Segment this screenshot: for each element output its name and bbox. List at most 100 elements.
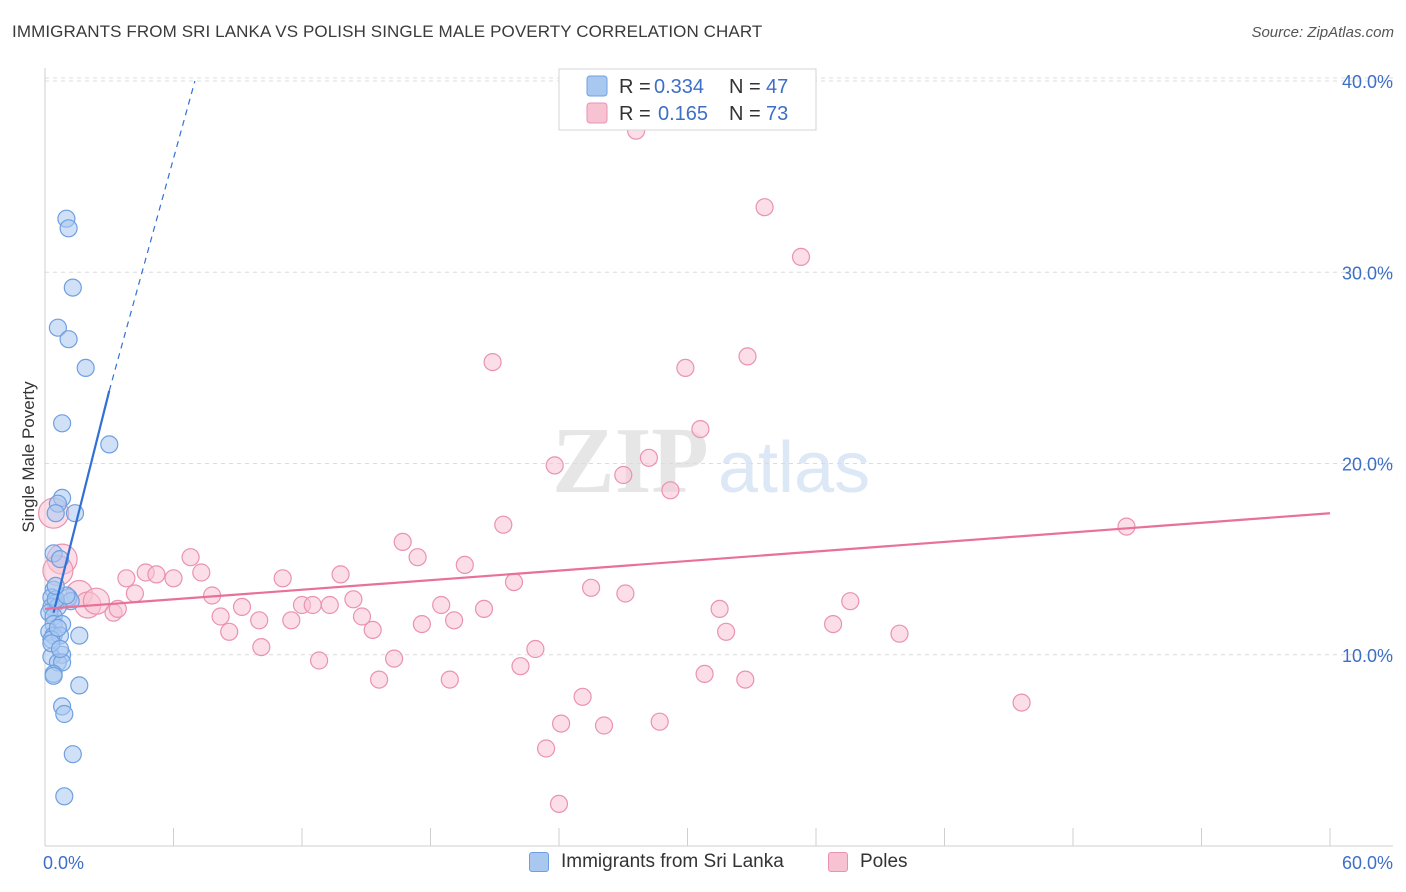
sri-lanka-point-4 <box>59 330 78 349</box>
x-tick-label-1: 60.0% <box>1342 853 1393 873</box>
sri-lanka-point-2 <box>63 278 82 297</box>
chart-source: Source: ZipAtlas.com <box>1251 24 1394 41</box>
trend-line-sri-lanka-extension <box>108 80 196 391</box>
trend-lines <box>44 80 1331 613</box>
poles-point-70 <box>549 794 569 814</box>
sri-lanka-point-7 <box>100 435 119 454</box>
poles-point-64 <box>1012 693 1031 712</box>
sri-lanka-point-5 <box>76 358 95 377</box>
poles-point-51 <box>890 624 909 643</box>
poles-point-9 <box>639 448 659 467</box>
poles-point-17 <box>181 548 200 567</box>
sri-lanka-point-3 <box>48 318 68 337</box>
legend-r-value-pink: 0.165 <box>658 103 708 125</box>
poles-point-40 <box>841 592 860 611</box>
sri-lanka-point-40 <box>55 787 74 806</box>
poles-point-15 <box>408 548 427 567</box>
poles-point-71 <box>1117 517 1136 536</box>
poles-point-16 <box>455 555 474 575</box>
sri-lanka-point-38 <box>55 704 74 724</box>
legend-swatch-poles <box>828 852 848 872</box>
legend-n-value-blue: 47 <box>766 76 788 98</box>
legend-item-poles: Poles <box>828 851 908 873</box>
series-legend: Immigrants from Sri Lanka Poles <box>0 851 1406 879</box>
poles-point-53 <box>363 620 382 640</box>
poles-point-47 <box>352 607 372 626</box>
poles-point-20 <box>192 563 211 582</box>
poles-point-22 <box>164 569 183 588</box>
poles-point-4 <box>676 358 695 377</box>
poles-point-19 <box>147 565 166 584</box>
sri-lanka-point-42 <box>48 618 68 638</box>
watermark-zip: ZIP <box>552 409 709 513</box>
sri-lanka-point-6 <box>52 414 72 433</box>
poles-point-8 <box>614 465 633 485</box>
axes <box>44 68 1393 847</box>
legend-n-label-blue: N = <box>729 76 761 98</box>
legend-r-value-blue: 0.334 <box>654 76 704 98</box>
poles-point-69 <box>536 739 556 758</box>
tick-labels: 10.0% 20.0% 30.0% 40.0% 0.0% 60.0% <box>43 72 1393 873</box>
poles-point-3 <box>483 353 502 372</box>
poles-point-35 <box>303 595 322 615</box>
poles-point-63 <box>736 670 755 689</box>
poles-point-60 <box>695 664 714 684</box>
poles-point-45 <box>250 611 269 630</box>
poles-point-12 <box>494 515 513 534</box>
poles-point-50 <box>823 614 843 634</box>
poles-point-55 <box>252 637 271 657</box>
poles-point-36 <box>320 595 339 615</box>
sri-lanka-point-1 <box>59 219 78 238</box>
y-tick-label-3: 40.0% <box>1342 72 1393 92</box>
poles-point-66 <box>551 714 571 733</box>
trend-line-sri-lanka <box>52 390 111 613</box>
poles-point-46 <box>282 611 301 630</box>
x-tick-label-0: 0.0% <box>43 853 84 873</box>
poles-point-6 <box>691 420 710 439</box>
poles-point-33 <box>432 595 451 615</box>
sri-lanka-point-44 <box>50 639 70 659</box>
poles-point-7 <box>545 456 564 475</box>
poles-point-32 <box>344 590 363 609</box>
poles-point-25 <box>504 572 524 592</box>
sri-lanka-point-36 <box>70 676 89 695</box>
sri-lanka-point-28 <box>70 626 89 645</box>
poles-point-67 <box>594 716 614 735</box>
poles-point-13 <box>393 532 412 552</box>
y-axis-title: Single Male Poverty <box>19 381 38 533</box>
sri-lanka-point-35 <box>44 666 63 685</box>
poles-point-62 <box>440 670 459 689</box>
poles-point-24 <box>331 565 350 584</box>
poles-point-56 <box>526 639 545 659</box>
poles-point-5 <box>738 347 757 366</box>
poles-point-26 <box>581 578 601 597</box>
poles-point-48 <box>412 614 431 634</box>
poles-point-49 <box>445 611 464 630</box>
poles-point-23 <box>273 569 292 588</box>
poles-point-61 <box>370 670 389 689</box>
poles-point-37 <box>232 597 252 617</box>
poles-point-54 <box>716 622 736 641</box>
sri-lanka-point-11 <box>46 504 65 523</box>
watermark-atlas: atlas <box>718 428 870 508</box>
legend-swatch-blue <box>586 75 608 97</box>
poles-point-41 <box>211 607 230 626</box>
legend-n-label-pink: N = <box>729 103 761 125</box>
poles-point-38 <box>474 599 494 619</box>
poles-point-58 <box>385 649 404 668</box>
poles-point-1 <box>755 198 774 217</box>
legend-swatch-pink <box>586 102 608 124</box>
poles-point-59 <box>511 657 530 676</box>
poles-point-2 <box>791 247 811 266</box>
legend-r-label-blue: R = <box>619 76 651 98</box>
poles-point-57 <box>310 651 329 670</box>
poles-point-21 <box>117 569 136 588</box>
legend-n-value-pink: 73 <box>766 103 788 125</box>
y-tick-label-2: 30.0% <box>1342 263 1393 283</box>
sri-lanka-point-13 <box>50 549 70 569</box>
poles-point-68 <box>650 712 669 731</box>
poles-point-10 <box>661 481 680 500</box>
y-tick-label-1: 20.0% <box>1342 455 1393 475</box>
poles-point-27 <box>616 584 635 603</box>
